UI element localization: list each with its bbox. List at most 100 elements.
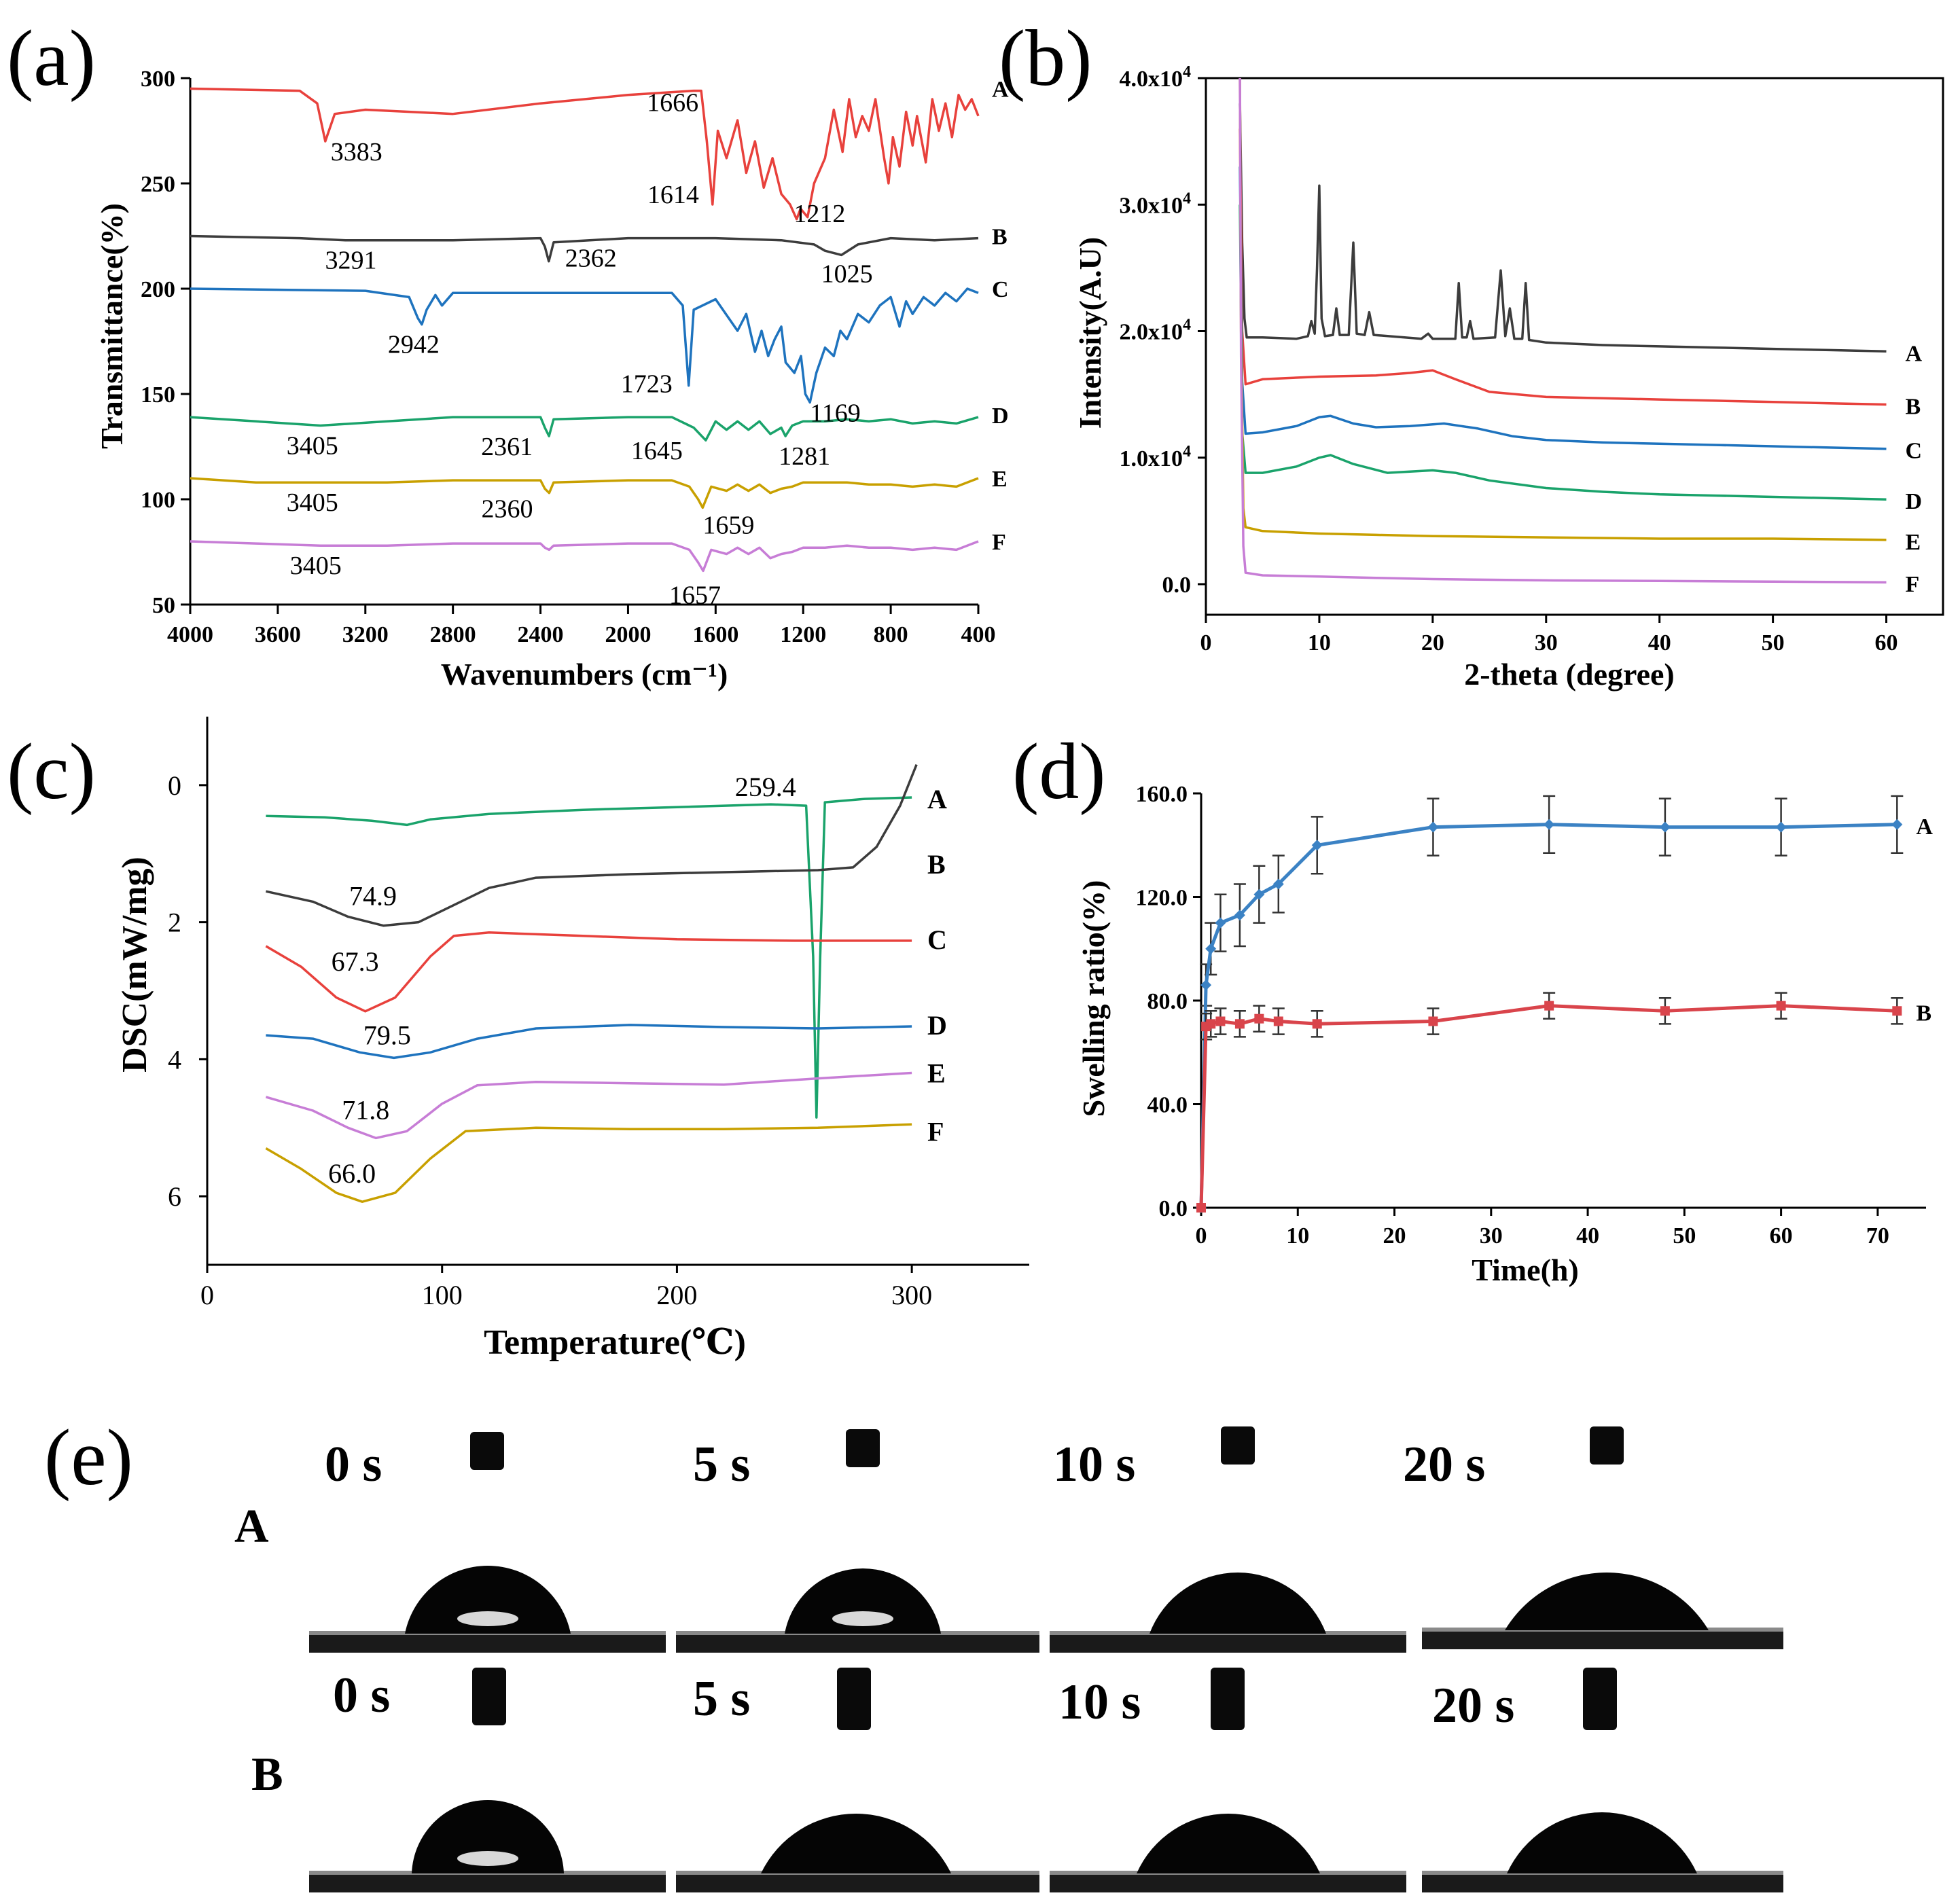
dsc-series-label-C: C [927, 924, 947, 955]
dsc-xtick-label: 0 [200, 1280, 214, 1310]
needle-tip [846, 1429, 880, 1467]
ftir-peak-annotation: 1659 [702, 511, 754, 539]
xrd-series-label-D: D [1906, 489, 1923, 514]
xrd-xlabel: 2-theta (degree) [1464, 657, 1675, 691]
data-point [1427, 821, 1439, 833]
swelling-xtick-label: 50 [1673, 1223, 1696, 1249]
ftir-peak-annotation: 2942 [388, 331, 440, 359]
dsc-chart: 0 2 4 6 0 100 200 300 DSC(mW/mg) Temperature(℃… [115, 717, 1029, 1362]
row-label-a: A [234, 1501, 269, 1553]
xrd-series-label-C: C [1906, 439, 1923, 464]
swelling-xtick-label: 30 [1480, 1223, 1503, 1249]
xrd-series-A [1239, 103, 1887, 353]
ftir-peak-annotation: 3405 [290, 552, 342, 580]
panel-label-e: (e) [44, 1413, 133, 1502]
ftir-ytick-label: 50 [152, 593, 175, 618]
water-droplet [1137, 1814, 1320, 1873]
data-point [1206, 1019, 1216, 1029]
swelling-series-label-B: B [1916, 1001, 1931, 1026]
data-point [1253, 888, 1265, 900]
ftir-peak-annotation: 1645 [631, 437, 683, 465]
swelling-xtick-label: 70 [1866, 1223, 1889, 1249]
data-point [1312, 1019, 1322, 1029]
dsc-ytick-label: 6 [168, 1181, 181, 1212]
needle-tip [470, 1432, 504, 1470]
swelling-xtick-label: 10 [1286, 1223, 1309, 1249]
substrate [676, 1873, 1039, 1892]
ftir-series-label-D: D [992, 403, 1009, 429]
dsc-series-label-D: D [927, 1010, 947, 1041]
droplet-reflection [457, 1611, 518, 1626]
data-point [1544, 819, 1555, 830]
substrate [309, 1634, 666, 1653]
needle-tip [837, 1668, 871, 1730]
ftir-peak-annotation: 2361 [481, 433, 533, 461]
ftir-peak-annotation: 1025 [821, 259, 873, 288]
ftir-series-label-E: E [992, 467, 1008, 492]
xrd-xtick-label: 20 [1421, 630, 1444, 655]
ftir-series-label-F: F [992, 530, 1006, 555]
xrd-ytick-label: 1.0x104 [1120, 443, 1192, 471]
swelling-ytick-label: 160.0 [1136, 782, 1188, 807]
substrate [1422, 1873, 1783, 1892]
ftir-peak-annotation: 3405 [287, 488, 338, 517]
ftir-xtick-label: 400 [961, 622, 996, 647]
data-point [1892, 1006, 1902, 1016]
ftir-xtick-label: 2000 [605, 622, 651, 647]
data-point [1272, 878, 1284, 890]
xrd-frame [1205, 77, 1944, 616]
panel-label-a: (a) [7, 14, 96, 103]
time-label-b-3: 20 s [1432, 1678, 1514, 1734]
contact-angle-panel: A B 0 s 5 s 10 s 20 s 0 s 5 s 10 s 20 s [234, 1426, 1783, 1892]
contact-angle-image [1422, 1426, 1783, 1649]
dsc-series-label-B: B [927, 849, 946, 880]
dsc-peak-annotation: 79.5 [363, 1020, 411, 1050]
dsc-series-label-F: F [927, 1116, 944, 1147]
dsc-series-F [265, 1123, 912, 1203]
dsc-ytick-label: 4 [168, 1044, 181, 1075]
droplet-reflection [457, 1851, 518, 1866]
ftir-chart: 300 250 200 150 100 50 4000 3600 3200 2800 2400 20… [94, 67, 1009, 691]
swelling-xlabel: Time(h) [1472, 1253, 1579, 1287]
swelling-ytick-label: 80.0 [1147, 989, 1188, 1014]
time-label-b-2: 10 s [1058, 1674, 1141, 1730]
data-point [1234, 1019, 1245, 1029]
data-point [1254, 1013, 1264, 1024]
xrd-ytick-label: 0.0 [1162, 573, 1192, 598]
dsc-xtick-label: 300 [891, 1280, 932, 1310]
time-label-b-1: 5 s [693, 1671, 750, 1727]
ftir-series-C [190, 287, 979, 404]
dsc-xtick-label: 100 [422, 1280, 463, 1310]
swelling-ylabel: Swelling ratio(%) [1076, 880, 1111, 1117]
water-droplet [1507, 1812, 1697, 1873]
time-label-a-1: 5 s [693, 1437, 750, 1492]
xrd-series-label-F: F [1906, 572, 1920, 597]
substrate [1050, 1873, 1406, 1892]
dsc-series-E [265, 1071, 912, 1140]
ftir-xtick-label: 1600 [692, 622, 738, 647]
ftir-peak-annotation: 3291 [325, 247, 376, 275]
dsc-series-label-A: A [927, 784, 947, 814]
data-point [1659, 821, 1671, 833]
xrd-ylabel: Intensity(A.U) [1073, 237, 1107, 429]
data-point [1775, 821, 1787, 833]
dsc-series-B [266, 764, 918, 927]
data-point [1196, 1203, 1206, 1213]
dsc-series-A [266, 796, 912, 1119]
ftir-ytick-label: 100 [141, 488, 175, 513]
time-label-a-2: 10 s [1053, 1437, 1135, 1492]
dsc-xtick-label: 200 [656, 1280, 697, 1310]
dsc-peak-annotation: 74.9 [349, 881, 397, 912]
dsc-ytick-label: 2 [168, 908, 181, 938]
ftir-peak-annotation: 1212 [794, 200, 845, 228]
contact-angle-image [676, 1668, 1039, 1892]
substrate [309, 1873, 666, 1892]
ftir-peak-annotation: 1281 [779, 442, 830, 471]
water-droplet [1150, 1573, 1326, 1634]
ftir-peak-annotation: 1723 [621, 370, 673, 399]
swelling-ytick-label: 0.0 [1159, 1196, 1188, 1221]
ftir-xtick-label: 2400 [518, 622, 564, 647]
ftir-peak-annotation: 1657 [669, 581, 721, 609]
water-droplet [785, 1568, 941, 1634]
